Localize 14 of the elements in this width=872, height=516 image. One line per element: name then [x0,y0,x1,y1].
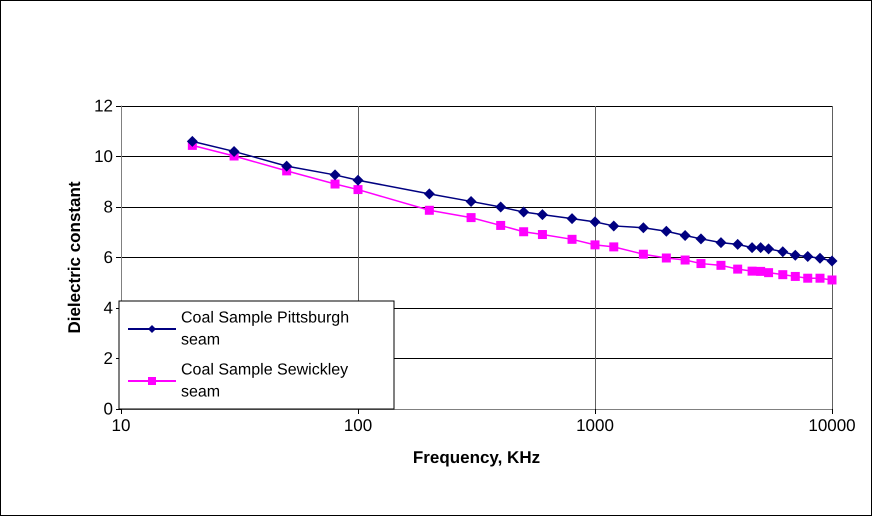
x-tick-label: 100 [344,416,372,435]
y-tick-label: 0 [104,400,113,418]
y-tick-label: 6 [104,248,113,267]
y-tick-label: 12 [94,96,113,116]
y-tick-label: 10 [94,147,113,166]
y-axis-title: Dielectric constant [65,181,84,334]
y-tick-label: 2 [104,349,113,368]
x-tick-label: 10000 [808,416,856,435]
y-tick-label: 4 [104,298,113,318]
x-tick-label: 1000 [576,416,614,435]
legend-label: Coal Sample Pittsburgh seam [181,310,354,348]
y-tick-label: 8 [104,198,113,216]
x-axis-title: Frequency, KHz [412,448,540,467]
legend-label: Coal Sample Sewickley seam [181,362,353,400]
